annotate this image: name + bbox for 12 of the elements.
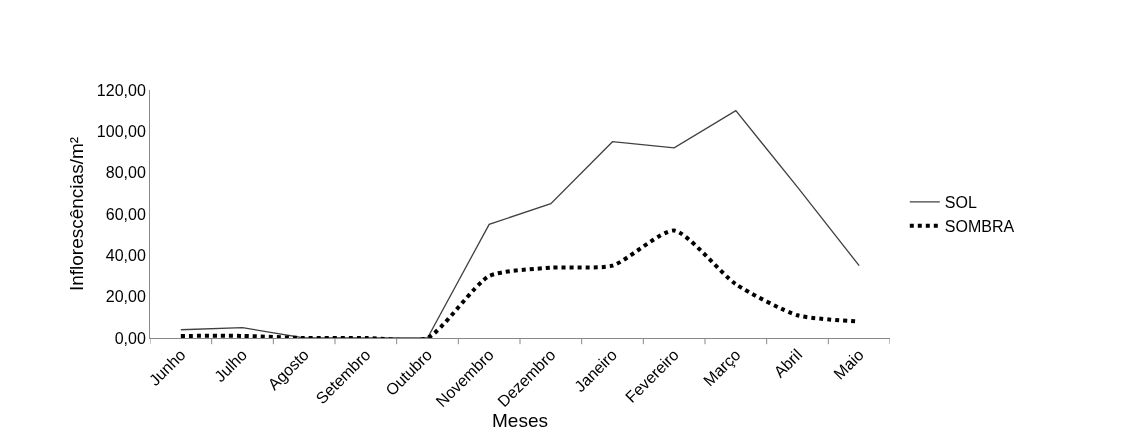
- y-tick-label: 60,00: [105, 205, 146, 223]
- y-tick-label: 100,00: [96, 122, 146, 140]
- line-series: [180, 110, 860, 338]
- y-axis-title: Inflorescências/m²: [65, 136, 87, 292]
- legend-label: SOL: [944, 194, 977, 212]
- y-tick-label: 120,00: [96, 81, 146, 99]
- y-tick-label: 40,00: [105, 246, 146, 264]
- legend-label: SOMBRA: [944, 217, 1015, 235]
- x-axis-title: Meses: [492, 410, 548, 432]
- y-tick-label: 80,00: [105, 164, 146, 182]
- y-tick-label: 0,00: [114, 329, 146, 347]
- y-tick-label: 20,00: [105, 288, 146, 306]
